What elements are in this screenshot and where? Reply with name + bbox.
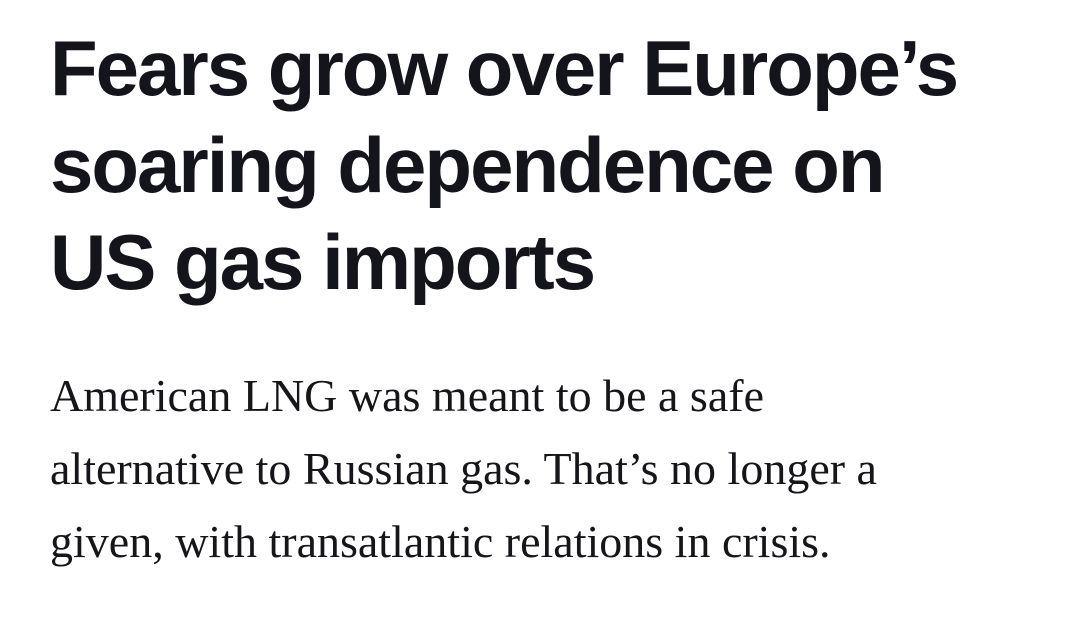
headline-line-2: soaring dependence on	[50, 121, 885, 209]
subheadline: American LNG was meant to be a safe alte…	[50, 359, 1040, 578]
headline: Fears grow over Europe’s soaring depende…	[50, 20, 1040, 311]
headline-line-3: US gas imports	[50, 218, 596, 306]
subheadline-line-1: American LNG was meant to be a safe	[50, 370, 764, 421]
subheadline-line-2: alternative to Russian gas. That’s no lo…	[50, 443, 877, 494]
article-header: Fears grow over Europe’s soaring depende…	[50, 20, 1040, 578]
headline-line-1: Fears grow over Europe’s	[50, 24, 959, 112]
subheadline-line-3: given, with transatlantic relations in c…	[50, 516, 831, 567]
